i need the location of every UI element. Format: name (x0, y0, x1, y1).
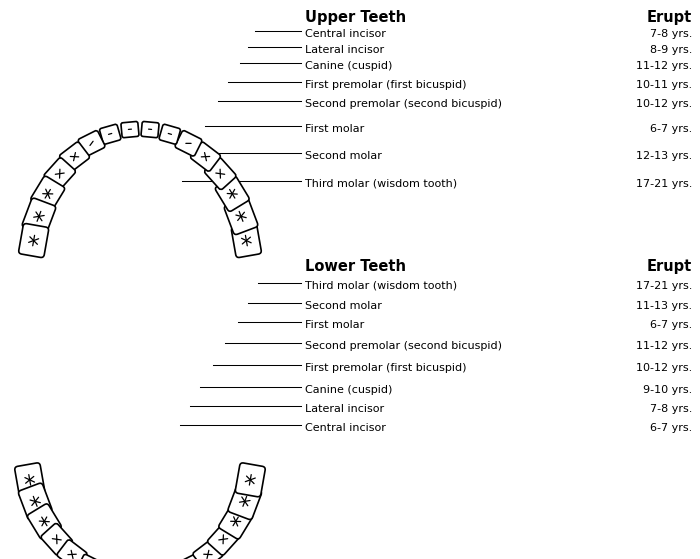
FancyBboxPatch shape (99, 124, 121, 144)
FancyBboxPatch shape (235, 463, 265, 497)
Text: First premolar (first bicuspid): First premolar (first bicuspid) (305, 363, 466, 373)
Text: Canine (cuspid): Canine (cuspid) (305, 61, 393, 71)
FancyBboxPatch shape (44, 158, 76, 190)
FancyBboxPatch shape (31, 176, 64, 211)
Text: Lateral incisor: Lateral incisor (305, 404, 384, 414)
Text: Erupt: Erupt (647, 259, 692, 274)
Text: 9-10 yrs.: 9-10 yrs. (643, 385, 692, 395)
Text: 17-21 yrs.: 17-21 yrs. (636, 179, 692, 189)
Text: 10-12 yrs.: 10-12 yrs. (636, 363, 692, 373)
Text: Second molar: Second molar (305, 151, 382, 161)
FancyBboxPatch shape (190, 142, 220, 171)
Text: 12-13 yrs.: 12-13 yrs. (636, 151, 692, 161)
Text: 10-12 yrs.: 10-12 yrs. (636, 99, 692, 109)
FancyBboxPatch shape (60, 142, 90, 171)
Text: First molar: First molar (305, 124, 364, 134)
Text: First premolar (first bicuspid): First premolar (first bicuspid) (305, 80, 466, 90)
Text: 7-8 yrs.: 7-8 yrs. (650, 29, 692, 39)
FancyBboxPatch shape (178, 555, 203, 559)
FancyBboxPatch shape (225, 198, 258, 234)
FancyBboxPatch shape (27, 504, 61, 539)
Text: Third molar (wisdom tooth): Third molar (wisdom tooth) (305, 179, 457, 189)
Text: Lower Teeth: Lower Teeth (305, 259, 406, 274)
Text: 10-11 yrs.: 10-11 yrs. (636, 80, 692, 90)
Text: Second premolar (second bicuspid): Second premolar (second bicuspid) (305, 341, 502, 351)
Text: Lateral incisor: Lateral incisor (305, 45, 384, 55)
FancyBboxPatch shape (15, 463, 45, 497)
FancyBboxPatch shape (19, 483, 52, 519)
Text: 7-8 yrs.: 7-8 yrs. (650, 404, 692, 414)
FancyBboxPatch shape (193, 540, 223, 559)
Text: Central incisor: Central incisor (305, 423, 386, 433)
Text: Upper Teeth: Upper Teeth (305, 10, 406, 25)
Text: 6-7 yrs.: 6-7 yrs. (650, 423, 692, 433)
Text: Third molar (wisdom tooth): Third molar (wisdom tooth) (305, 281, 457, 291)
Text: 11-13 yrs.: 11-13 yrs. (636, 301, 692, 311)
FancyBboxPatch shape (19, 224, 48, 258)
FancyBboxPatch shape (207, 523, 239, 555)
FancyBboxPatch shape (78, 131, 105, 156)
FancyBboxPatch shape (216, 176, 249, 211)
FancyBboxPatch shape (77, 555, 102, 559)
Text: 11-12 yrs.: 11-12 yrs. (636, 341, 692, 351)
FancyBboxPatch shape (159, 124, 181, 144)
Text: 6-7 yrs.: 6-7 yrs. (650, 320, 692, 330)
Text: 6-7 yrs.: 6-7 yrs. (650, 124, 692, 134)
Text: 11-12 yrs.: 11-12 yrs. (636, 61, 692, 71)
FancyBboxPatch shape (141, 121, 159, 138)
FancyBboxPatch shape (228, 483, 261, 519)
Text: 17-21 yrs.: 17-21 yrs. (636, 281, 692, 291)
Text: First molar: First molar (305, 320, 364, 330)
Text: 8-9 yrs.: 8-9 yrs. (650, 45, 692, 55)
FancyBboxPatch shape (219, 504, 253, 539)
Text: Canine (cuspid): Canine (cuspid) (305, 385, 393, 395)
Text: Central incisor: Central incisor (305, 29, 386, 39)
Text: Second premolar (second bicuspid): Second premolar (second bicuspid) (305, 99, 502, 109)
FancyBboxPatch shape (22, 198, 55, 234)
Text: Second molar: Second molar (305, 301, 382, 311)
FancyBboxPatch shape (121, 121, 139, 138)
Text: Erupt: Erupt (647, 10, 692, 25)
FancyBboxPatch shape (41, 523, 73, 555)
FancyBboxPatch shape (175, 131, 202, 156)
FancyBboxPatch shape (232, 224, 261, 258)
FancyBboxPatch shape (204, 158, 236, 190)
FancyBboxPatch shape (57, 540, 87, 559)
